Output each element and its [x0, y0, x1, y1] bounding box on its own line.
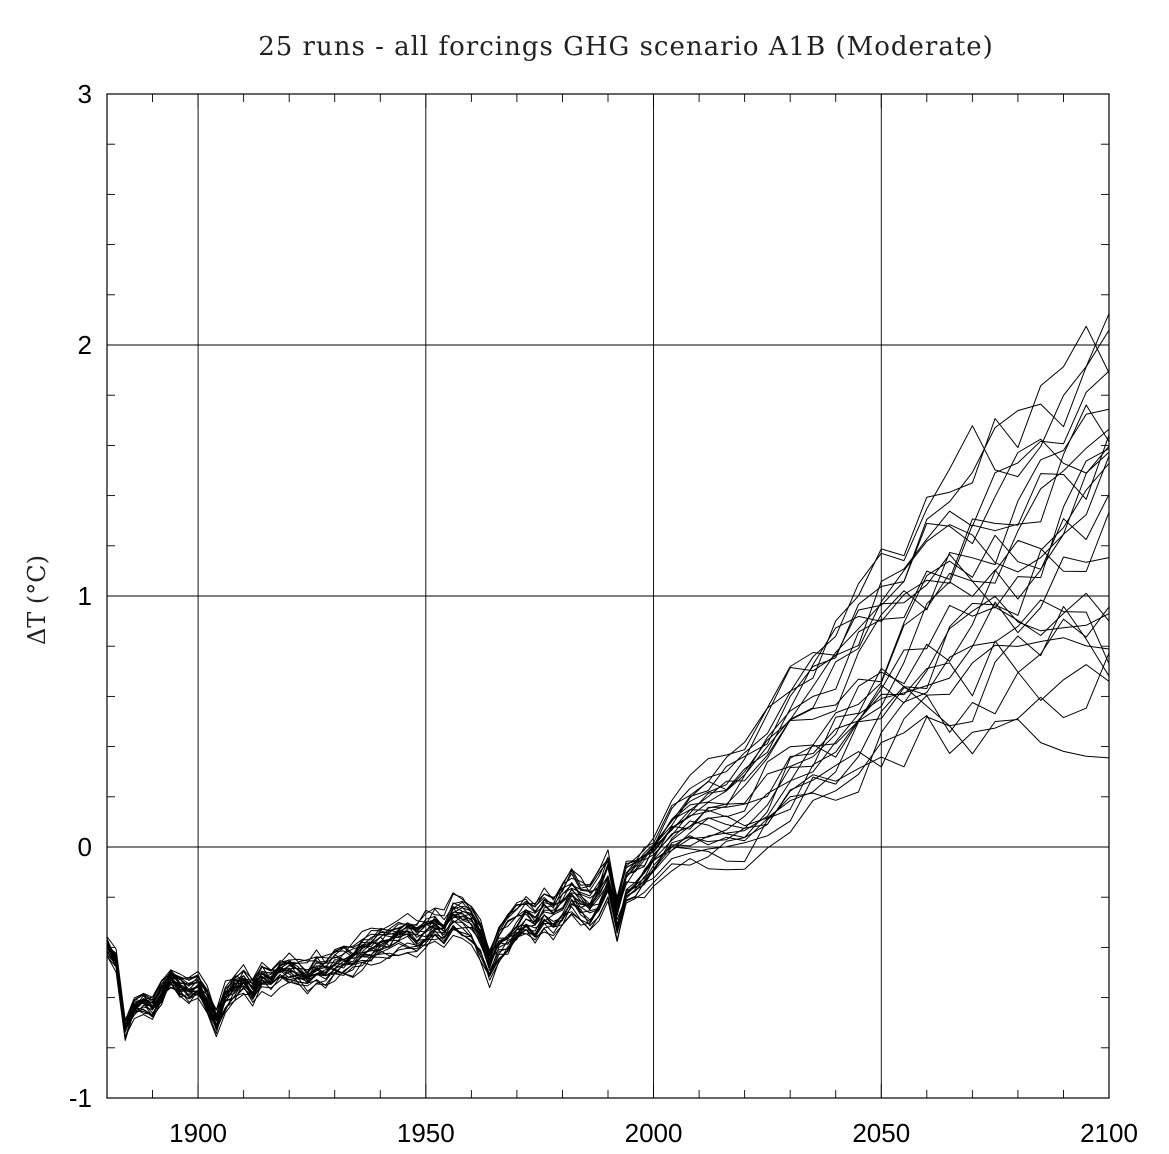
- y-tick-label: 3: [78, 79, 92, 109]
- axis-ticks: [106, 93, 1110, 1099]
- run-line: [106, 605, 1110, 1030]
- run-line: [106, 434, 1110, 1026]
- run-line: [106, 329, 1110, 1028]
- chart-title: 25 runs - all forcings GHG scenario A1B …: [258, 32, 994, 62]
- y-tick-label: 1: [78, 581, 92, 611]
- ensemble-runs: [106, 313, 1110, 1041]
- run-line: [106, 438, 1110, 1023]
- run-line: [106, 370, 1110, 1029]
- run-line: [106, 606, 1110, 1031]
- y-axis-label: ΔT (°C): [23, 555, 51, 645]
- run-line: [106, 408, 1110, 1034]
- gridlines: [107, 94, 1109, 1098]
- y-tick-label: -1: [69, 1083, 92, 1113]
- x-tick-label: 2000: [625, 1118, 683, 1148]
- x-tick-label: 1950: [397, 1118, 455, 1148]
- run-line: [106, 494, 1110, 1028]
- x-tick-label: 2100: [1080, 1118, 1138, 1148]
- run-line: [106, 455, 1110, 1029]
- x-tick-label: 1900: [169, 1118, 227, 1148]
- run-line: [106, 640, 1110, 1032]
- run-line: [106, 448, 1110, 1031]
- run-line: [106, 463, 1110, 1029]
- y-tick-label: 2: [78, 330, 92, 360]
- tick-labels: 1900 1950 2000 2050 2100 -1 0 1 2 3: [69, 79, 1138, 1148]
- run-line: [106, 512, 1110, 1022]
- run-line: [106, 595, 1110, 1030]
- run-line: [106, 313, 1110, 1030]
- run-line: [106, 556, 1110, 1028]
- run-line: [106, 404, 1110, 1026]
- run-line: [106, 325, 1110, 1021]
- run-line: [106, 445, 1110, 1038]
- run-line: [106, 428, 1110, 1030]
- y-tick-label: 0: [78, 832, 92, 862]
- x-tick-label: 2050: [852, 1118, 910, 1148]
